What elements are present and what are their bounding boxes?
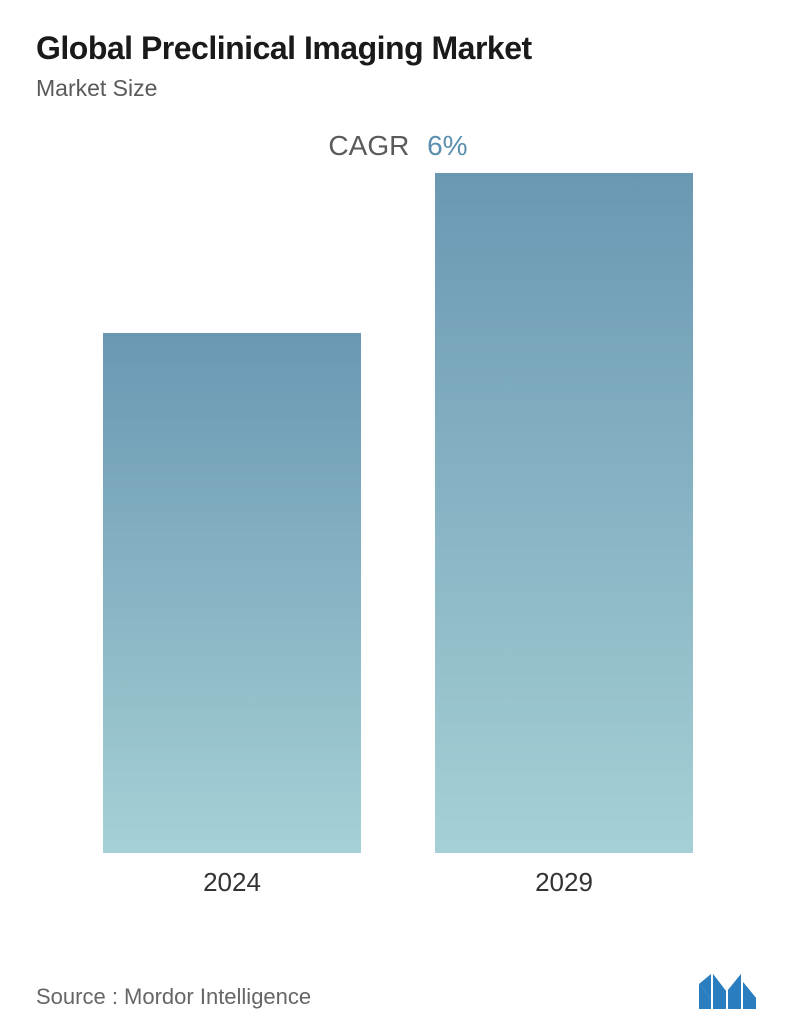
brand-logo-icon (698, 968, 760, 1010)
cagr-label: CAGR (328, 130, 409, 161)
bar-label: 2024 (203, 867, 261, 898)
bar-2029: 2029 (435, 173, 693, 898)
bar-2024: 2024 (103, 333, 361, 898)
cagr-value: 6% (427, 130, 467, 161)
bar-chart: 2024 2029 (36, 212, 760, 958)
page-title: Global Preclinical Imaging Market (36, 30, 760, 67)
cagr-row: CAGR 6% (36, 130, 760, 162)
page-subtitle: Market Size (36, 75, 760, 102)
bar-label: 2029 (535, 867, 593, 898)
bar-rect (103, 333, 361, 853)
bar-rect (435, 173, 693, 853)
source-text: Source : Mordor Intelligence (36, 984, 311, 1010)
